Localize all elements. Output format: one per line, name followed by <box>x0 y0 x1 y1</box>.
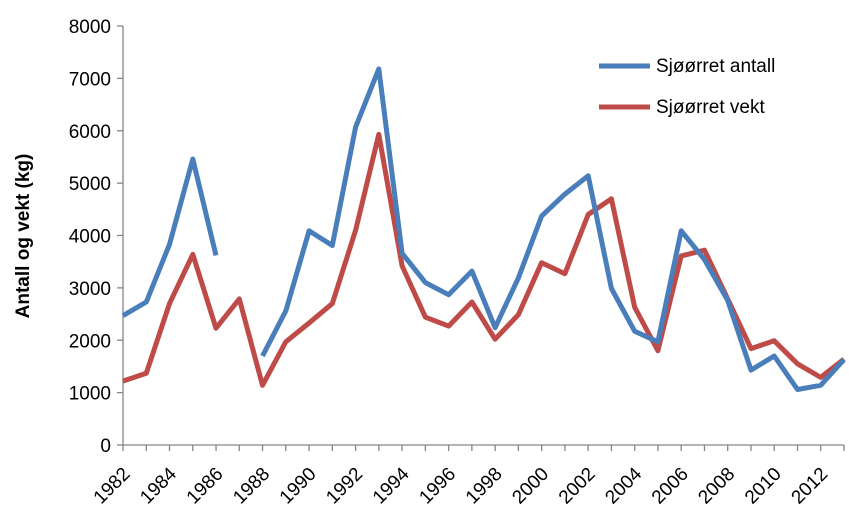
x-tick-label: 2004 <box>601 463 646 508</box>
x-tick-label: 1988 <box>229 464 274 509</box>
legend: Sjøørret antall Sjøørret vekt <box>599 56 775 118</box>
series-layer <box>121 66 846 392</box>
series-line-antall <box>121 66 846 392</box>
y-tick-label: 4000 <box>69 227 111 248</box>
x-tick-label: 1984 <box>136 463 181 508</box>
x-tick-label: 1996 <box>415 464 460 509</box>
x-tick-label: 1992 <box>322 464 367 509</box>
y-tick-label: 8000 <box>69 17 111 38</box>
x-tick-label: 2000 <box>508 464 553 509</box>
x-tick-label: 1994 <box>369 463 414 508</box>
x-tick-label: 2006 <box>648 464 693 509</box>
y-tick-label: 3000 <box>69 279 111 300</box>
x-tick-label: 2012 <box>788 464 833 509</box>
x-tick-label: 1982 <box>90 464 135 509</box>
y-tick-label: 2000 <box>69 331 111 352</box>
x-tick-label: 2008 <box>694 464 739 509</box>
x-tick-label: 2010 <box>741 464 786 509</box>
y-tick-label: 5000 <box>69 174 111 195</box>
legend-label-antall: Sjøørret antall <box>656 56 775 77</box>
y-tick-label: 0 <box>100 436 111 457</box>
series-line-vekt <box>122 131 846 388</box>
y-tick-label: 7000 <box>69 69 111 90</box>
y-axis-label: Antall og vekt (kg) <box>13 154 34 319</box>
x-tick-label: 1990 <box>276 464 321 509</box>
legend-label-vekt: Sjøørret vekt <box>656 97 765 118</box>
x-tick-label: 2002 <box>555 464 600 509</box>
y-tick-label: 1000 <box>69 384 111 405</box>
x-tick-label: 1986 <box>183 464 228 509</box>
y-tick-label: 6000 <box>69 122 111 143</box>
x-tick-label: 1998 <box>462 464 507 509</box>
y-axis-ticks: 0 1000 2000 3000 4000 5000 6000 7000 8000 <box>69 17 123 457</box>
x-axis-ticks: 1982 1984 1986 1988 1990 1992 1994 1996 1998 2000… <box>90 445 845 509</box>
